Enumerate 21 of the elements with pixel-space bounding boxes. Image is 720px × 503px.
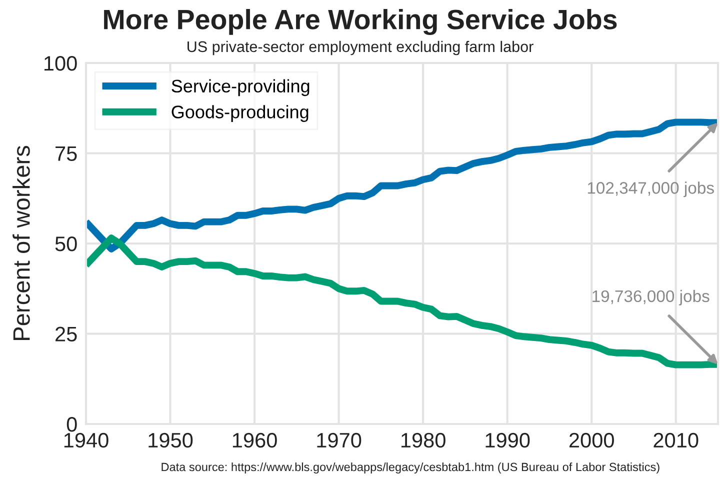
y-tick-label: 0: [66, 417, 77, 432]
x-tick-label: 1960: [232, 432, 277, 448]
y-tick-label: 50: [55, 236, 77, 252]
x-tick-label: 1990: [486, 432, 530, 448]
chart-subtitle: US private-sector employment excluding farm labor: [188, 40, 534, 56]
y-tick-label: 75: [56, 146, 77, 162]
x-tick-label: 1980: [401, 432, 446, 448]
y-tick-label: 25: [56, 326, 77, 342]
x-tick-label: 2000: [569, 432, 614, 448]
x-tick-label: 1970: [317, 432, 362, 448]
chart-title: More People Are Working Service Jobs: [104, 8, 617, 36]
legend-label: Service-providing: [172, 79, 310, 96]
legend-label: Goods-producing: [172, 105, 308, 122]
source-note: Data source: https://www.bls.gov/webapps/legacy/cesbtab1.htm (US Bureau of Labor Statistics): [162, 462, 660, 474]
x-tick-label: 1940: [64, 432, 108, 448]
y-tick-label: 100: [44, 56, 77, 71]
x-tick-label: 1950: [148, 432, 193, 448]
x-tick-label: 2010: [654, 432, 698, 448]
annotation: 19,736,000 jobs: [592, 290, 710, 306]
annotation: 102,347,000 jobs: [588, 182, 714, 198]
y-axis-title: Percent of workers: [12, 146, 30, 340]
